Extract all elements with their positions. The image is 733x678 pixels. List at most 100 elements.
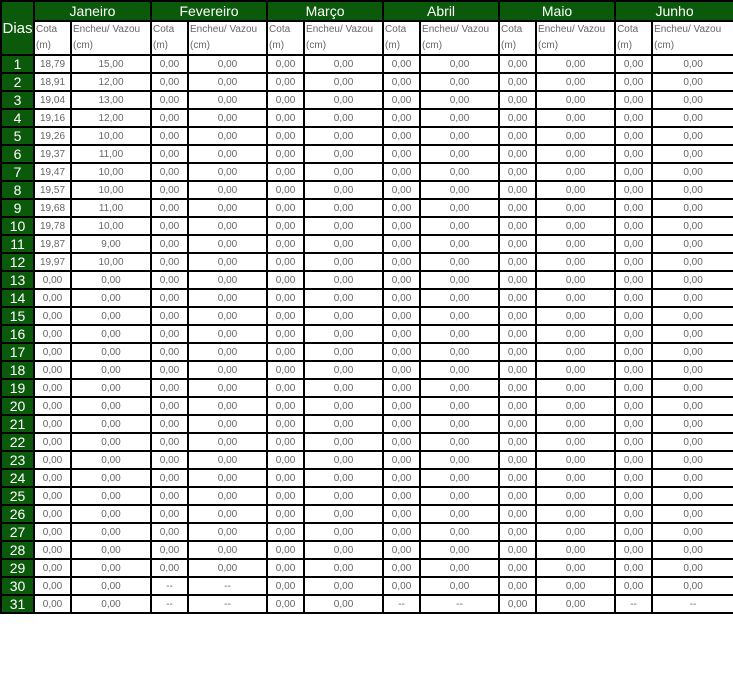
encheu-vazou-cell: 0,00 (535, 540, 617, 560)
month-header-maio: Maio (498, 0, 617, 22)
cota-cell: 0,00 (382, 216, 422, 236)
encheu-vazou-cell: -- (187, 594, 269, 614)
cota-cell: 0,00 (498, 558, 538, 578)
cota-cell: -- (150, 576, 190, 596)
table-row: 29 0,00 0,00 0,00 0,00 0,00 0,00 0,00 0,00 0,00 0,… (0, 558, 733, 578)
cota-cell: 0,00 (614, 540, 654, 560)
cota-cell: 0,00 (382, 324, 422, 344)
encheu-vazou-cell: 0,00 (419, 432, 501, 452)
cota-cell: 0,00 (266, 414, 306, 434)
cota-cell: 0,00 (498, 90, 538, 110)
encheu-vazou-cell: 0,00 (303, 342, 385, 362)
encheu-vazou-cell: 0,00 (419, 72, 501, 92)
cota-cell: 0,00 (266, 558, 306, 578)
table-row: 21 0,00 0,00 0,00 0,00 0,00 0,00 0,00 0,00 0,00 0,… (0, 414, 733, 434)
encheu-vazou-cell: 0,00 (303, 576, 385, 596)
encheu-vazou-cell: 10,00 (69, 216, 153, 236)
encheu-vazou-cell: 10,00 (69, 162, 153, 182)
encheu-vazou-column-header: Encheu/ Vazou (cm) (187, 20, 269, 56)
cota-cell: 0,00 (614, 324, 654, 344)
cota-cell: 0,00 (266, 90, 306, 110)
encheu-vazou-cell: 0,00 (535, 558, 617, 578)
cota-cell: 0,00 (33, 270, 72, 290)
encheu-vazou-cell: 0,00 (535, 378, 617, 398)
cota-cell: 0,00 (498, 216, 538, 236)
encheu-vazou-cell: 0,00 (303, 360, 385, 380)
encheu-vazou-cell: 0,00 (651, 342, 733, 362)
encheu-vazou-cell: 0,00 (651, 504, 733, 524)
table-row: 26 0,00 0,00 0,00 0,00 0,00 0,00 0,00 0,00 0,00 0,… (0, 504, 733, 524)
day-number: 18 (0, 360, 35, 380)
encheu-vazou-cell: 0,00 (535, 162, 617, 182)
cota-column-header: Cota (m) (150, 20, 190, 56)
cota-cell: 0,00 (266, 126, 306, 146)
encheu-vazou-cell: 11,00 (69, 144, 153, 164)
cota-cell: 0,00 (266, 522, 306, 542)
cota-cell: 0,00 (33, 414, 72, 434)
cota-cell: 0,00 (33, 342, 72, 362)
encheu-vazou-cell: 0,00 (651, 72, 733, 92)
encheu-vazou-column-header: Encheu/ Vazou (cm) (69, 20, 153, 56)
cota-cell: 0,00 (614, 126, 654, 146)
cota-cell: 0,00 (382, 252, 422, 272)
cota-cell: 0,00 (150, 54, 190, 74)
table-row: 13 0,00 0,00 0,00 0,00 0,00 0,00 0,00 0,00 0,00 0,… (0, 270, 733, 290)
cota-cell: 0,00 (498, 144, 538, 164)
encheu-vazou-cell: 0,00 (303, 432, 385, 452)
encheu-vazou-cell: 0,00 (303, 108, 385, 128)
encheu-vazou-cell: 0,00 (69, 414, 153, 434)
cota-cell: 0,00 (382, 450, 422, 470)
encheu-vazou-column-header: Encheu/ Vazou (cm) (303, 20, 385, 56)
day-number: 9 (0, 198, 35, 218)
encheu-vazou-cell: 0,00 (187, 216, 269, 236)
cota-cell: 0,00 (33, 558, 72, 578)
encheu-vazou-cell: 0,00 (187, 72, 269, 92)
day-number: 11 (0, 234, 35, 254)
day-number: 13 (0, 270, 35, 290)
cota-cell: 19,68 (33, 198, 72, 218)
cota-cell: 0,00 (150, 252, 190, 272)
encheu-vazou-cell: 0,00 (535, 180, 617, 200)
encheu-vazou-cell: 0,00 (651, 558, 733, 578)
cota-cell: 0,00 (33, 522, 72, 542)
cota-cell: 19,87 (33, 234, 72, 254)
encheu-vazou-cell: 0,00 (419, 180, 501, 200)
cota-cell: 0,00 (614, 162, 654, 182)
cota-cell: 0,00 (150, 288, 190, 308)
cota-cell: 0,00 (498, 288, 538, 308)
cota-cell: 0,00 (498, 504, 538, 524)
encheu-vazou-cell: 0,00 (187, 504, 269, 524)
cota-cell: 0,00 (614, 432, 654, 452)
cota-cell: 0,00 (266, 216, 306, 236)
cota-cell: 0,00 (382, 270, 422, 290)
cota-cell: 0,00 (382, 432, 422, 452)
cota-cell: 0,00 (614, 72, 654, 92)
encheu-vazou-cell: 0,00 (69, 540, 153, 560)
encheu-vazou-cell: 0,00 (419, 252, 501, 272)
encheu-vazou-cell: 0,00 (303, 126, 385, 146)
table-row: 6 19,37 11,00 0,00 0,00 0,00 0,00 0,00 0,00 0,00 0… (0, 144, 733, 164)
encheu-vazou-cell: 0,00 (535, 504, 617, 524)
cota-cell: 0,00 (382, 360, 422, 380)
day-number: 17 (0, 342, 35, 362)
cota-cell: 0,00 (382, 486, 422, 506)
cota-cell: 0,00 (614, 234, 654, 254)
encheu-vazou-cell: 0,00 (303, 216, 385, 236)
encheu-vazou-cell: 15,00 (69, 54, 153, 74)
month-header-janeiro: Janeiro (32, 0, 153, 22)
encheu-vazou-cell: 0,00 (187, 288, 269, 308)
encheu-vazou-cell: 0,00 (535, 468, 617, 488)
cota-column-header: Cota (m) (266, 20, 306, 56)
encheu-vazou-cell: 0,00 (651, 540, 733, 560)
encheu-vazou-cell: 0,00 (651, 468, 733, 488)
encheu-vazou-cell: 0,00 (651, 90, 733, 110)
encheu-vazou-cell: 0,00 (535, 360, 617, 380)
cota-cell: 0,00 (266, 270, 306, 290)
cota-cell: 0,00 (150, 468, 190, 488)
table-row: 9 19,68 11,00 0,00 0,00 0,00 0,00 0,00 0,00 0,00 0… (0, 198, 733, 218)
month-header-fevereiro: Fevereiro (150, 0, 269, 22)
cota-cell: 0,00 (382, 342, 422, 362)
encheu-vazou-cell: 0,00 (187, 144, 269, 164)
cota-cell: 0,00 (498, 378, 538, 398)
encheu-vazou-cell: 0,00 (651, 522, 733, 542)
